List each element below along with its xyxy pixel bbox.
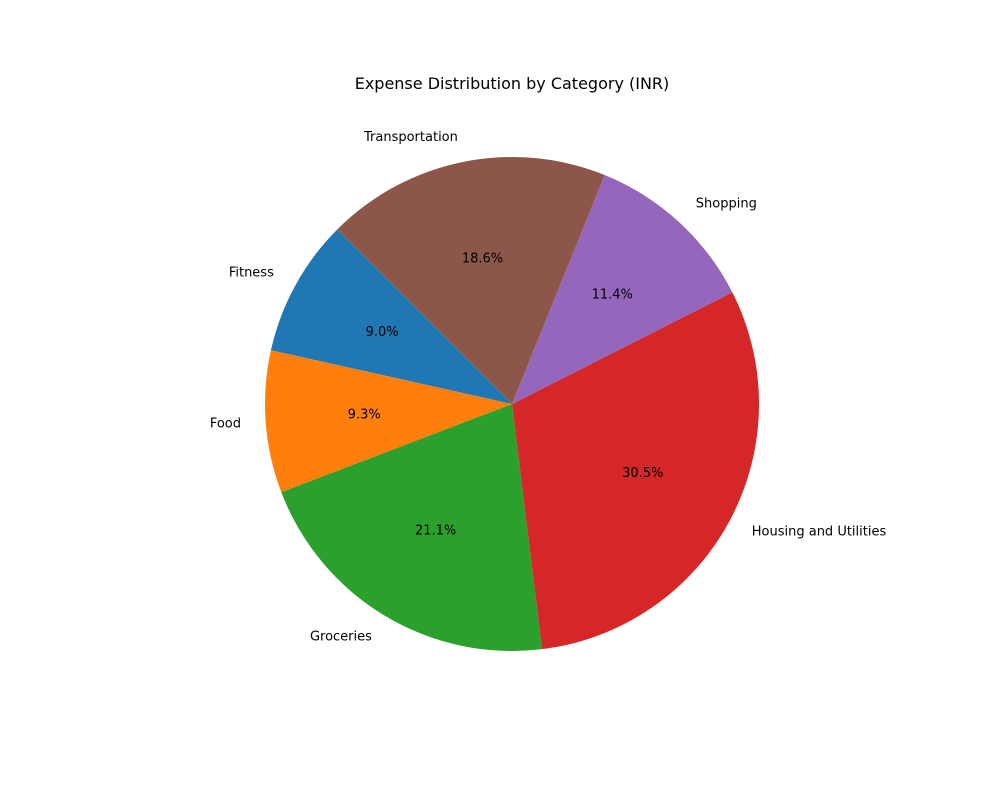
pie-percent-housing-and-utilities: 30.5% — [622, 466, 663, 481]
pie-slice-food — [265, 350, 512, 493]
pie-percent-groceries: 21.1% — [415, 523, 456, 538]
pie-percent-shopping: 11.4% — [592, 287, 633, 302]
pie-label-housing-and-utilities: Housing and Utilities — [752, 524, 887, 539]
pie-label-fitness: Fitness — [229, 266, 274, 281]
chart-title: Expense Distribution by Category (INR) — [355, 74, 670, 93]
pie-slice-groceries — [281, 404, 543, 652]
pie-percent-transportation: 18.6% — [462, 251, 503, 266]
pie-label-food: Food — [210, 416, 241, 431]
pie-label-transportation: Transportation — [363, 130, 458, 145]
pie-label-groceries: Groceries — [310, 629, 372, 644]
pie-percent-fitness: 9.0% — [366, 325, 399, 340]
pie-slice-housing-and-utilities — [512, 292, 760, 650]
pie-labels: 9.0% Fitness 9.3% Food 21.1% Groceries 30.5% Ho… — [210, 130, 887, 644]
pie-percent-food: 9.3% — [348, 407, 381, 422]
pie-slice-shopping — [512, 175, 733, 404]
pie-label-shopping: Shopping — [696, 196, 757, 211]
pie-slice-fitness — [270, 229, 512, 404]
pie-slices — [265, 156, 760, 652]
pie-slice-transportation — [337, 156, 605, 404]
